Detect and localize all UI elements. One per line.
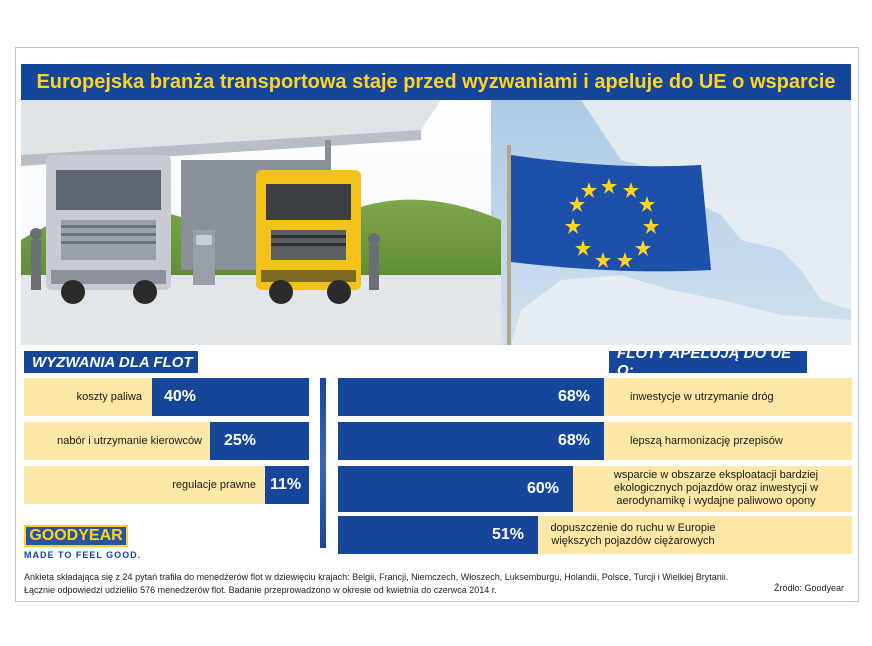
source-note: Źródło: Goodyear <box>773 583 844 593</box>
appeal-label-3: wsparcie w obszarze eksploatacji bardzie… <box>613 469 819 507</box>
column-divider <box>320 378 326 548</box>
eu-stars <box>565 178 659 268</box>
appeal-label-2: lepszą harmonizację przepisów <box>630 435 783 447</box>
challenge-value-2: 25% <box>224 432 257 449</box>
appeal-bar-3: 60% <box>338 466 573 512</box>
challenge-label-3: regulacje prawne <box>172 479 256 491</box>
appeals-heading: FLOTY APELUJĄ DO UE O: <box>609 345 807 379</box>
appeal-value-3: 60% <box>526 480 559 497</box>
appeal-bar-1: 68% <box>338 378 604 416</box>
challenge-value-1: 40% <box>164 388 197 405</box>
appeal-value-1: 68% <box>557 388 590 405</box>
challenges-heading: WYZWANIA DLA FLOT <box>24 351 198 373</box>
appeal-label-1: inwestycje w utrzymanie dróg <box>630 391 774 403</box>
challenge-label-1: koszty paliwa <box>76 391 142 403</box>
page-title: Europejska branża transportowa staje prz… <box>21 64 851 100</box>
footer-notes: Ankieta składająca się z 24 pytań trafił… <box>24 571 728 597</box>
hero-svg <box>21 100 851 345</box>
challenge-value-3: 11% <box>270 476 302 493</box>
footer-line-1: Ankieta składająca się z 24 pytań trafił… <box>24 572 729 582</box>
footer-line-2: Łącznie odpowiedzi udzieliło 576 menedże… <box>24 585 497 595</box>
appeal-bar-4: 51% <box>338 516 538 554</box>
appeal-value-2: 68% <box>557 432 590 449</box>
appeal-label-4: dopuszczenie do ruchu w Europie większyc… <box>550 522 716 547</box>
challenge-bar-1: 40% <box>152 378 309 416</box>
challenge-label-2: nabór i utrzymanie kierowców <box>57 435 202 447</box>
goodyear-tagline: MADE TO FEEL GOOD. <box>24 550 142 560</box>
appeal-bar-2: 68% <box>338 422 604 460</box>
challenge-bar-3: 11% <box>265 466 309 504</box>
hero-illustration <box>21 100 851 345</box>
challenge-row-3 <box>24 466 309 504</box>
challenge-bar-2: 25% <box>210 422 309 460</box>
appeal-value-4: 51% <box>491 526 524 543</box>
goodyear-logo: GOODYEAR <box>24 525 128 547</box>
